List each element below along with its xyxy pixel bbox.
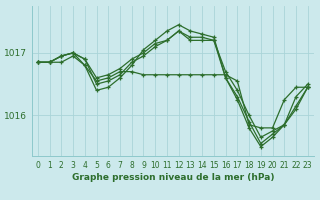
X-axis label: Graphe pression niveau de la mer (hPa): Graphe pression niveau de la mer (hPa) [72,173,274,182]
